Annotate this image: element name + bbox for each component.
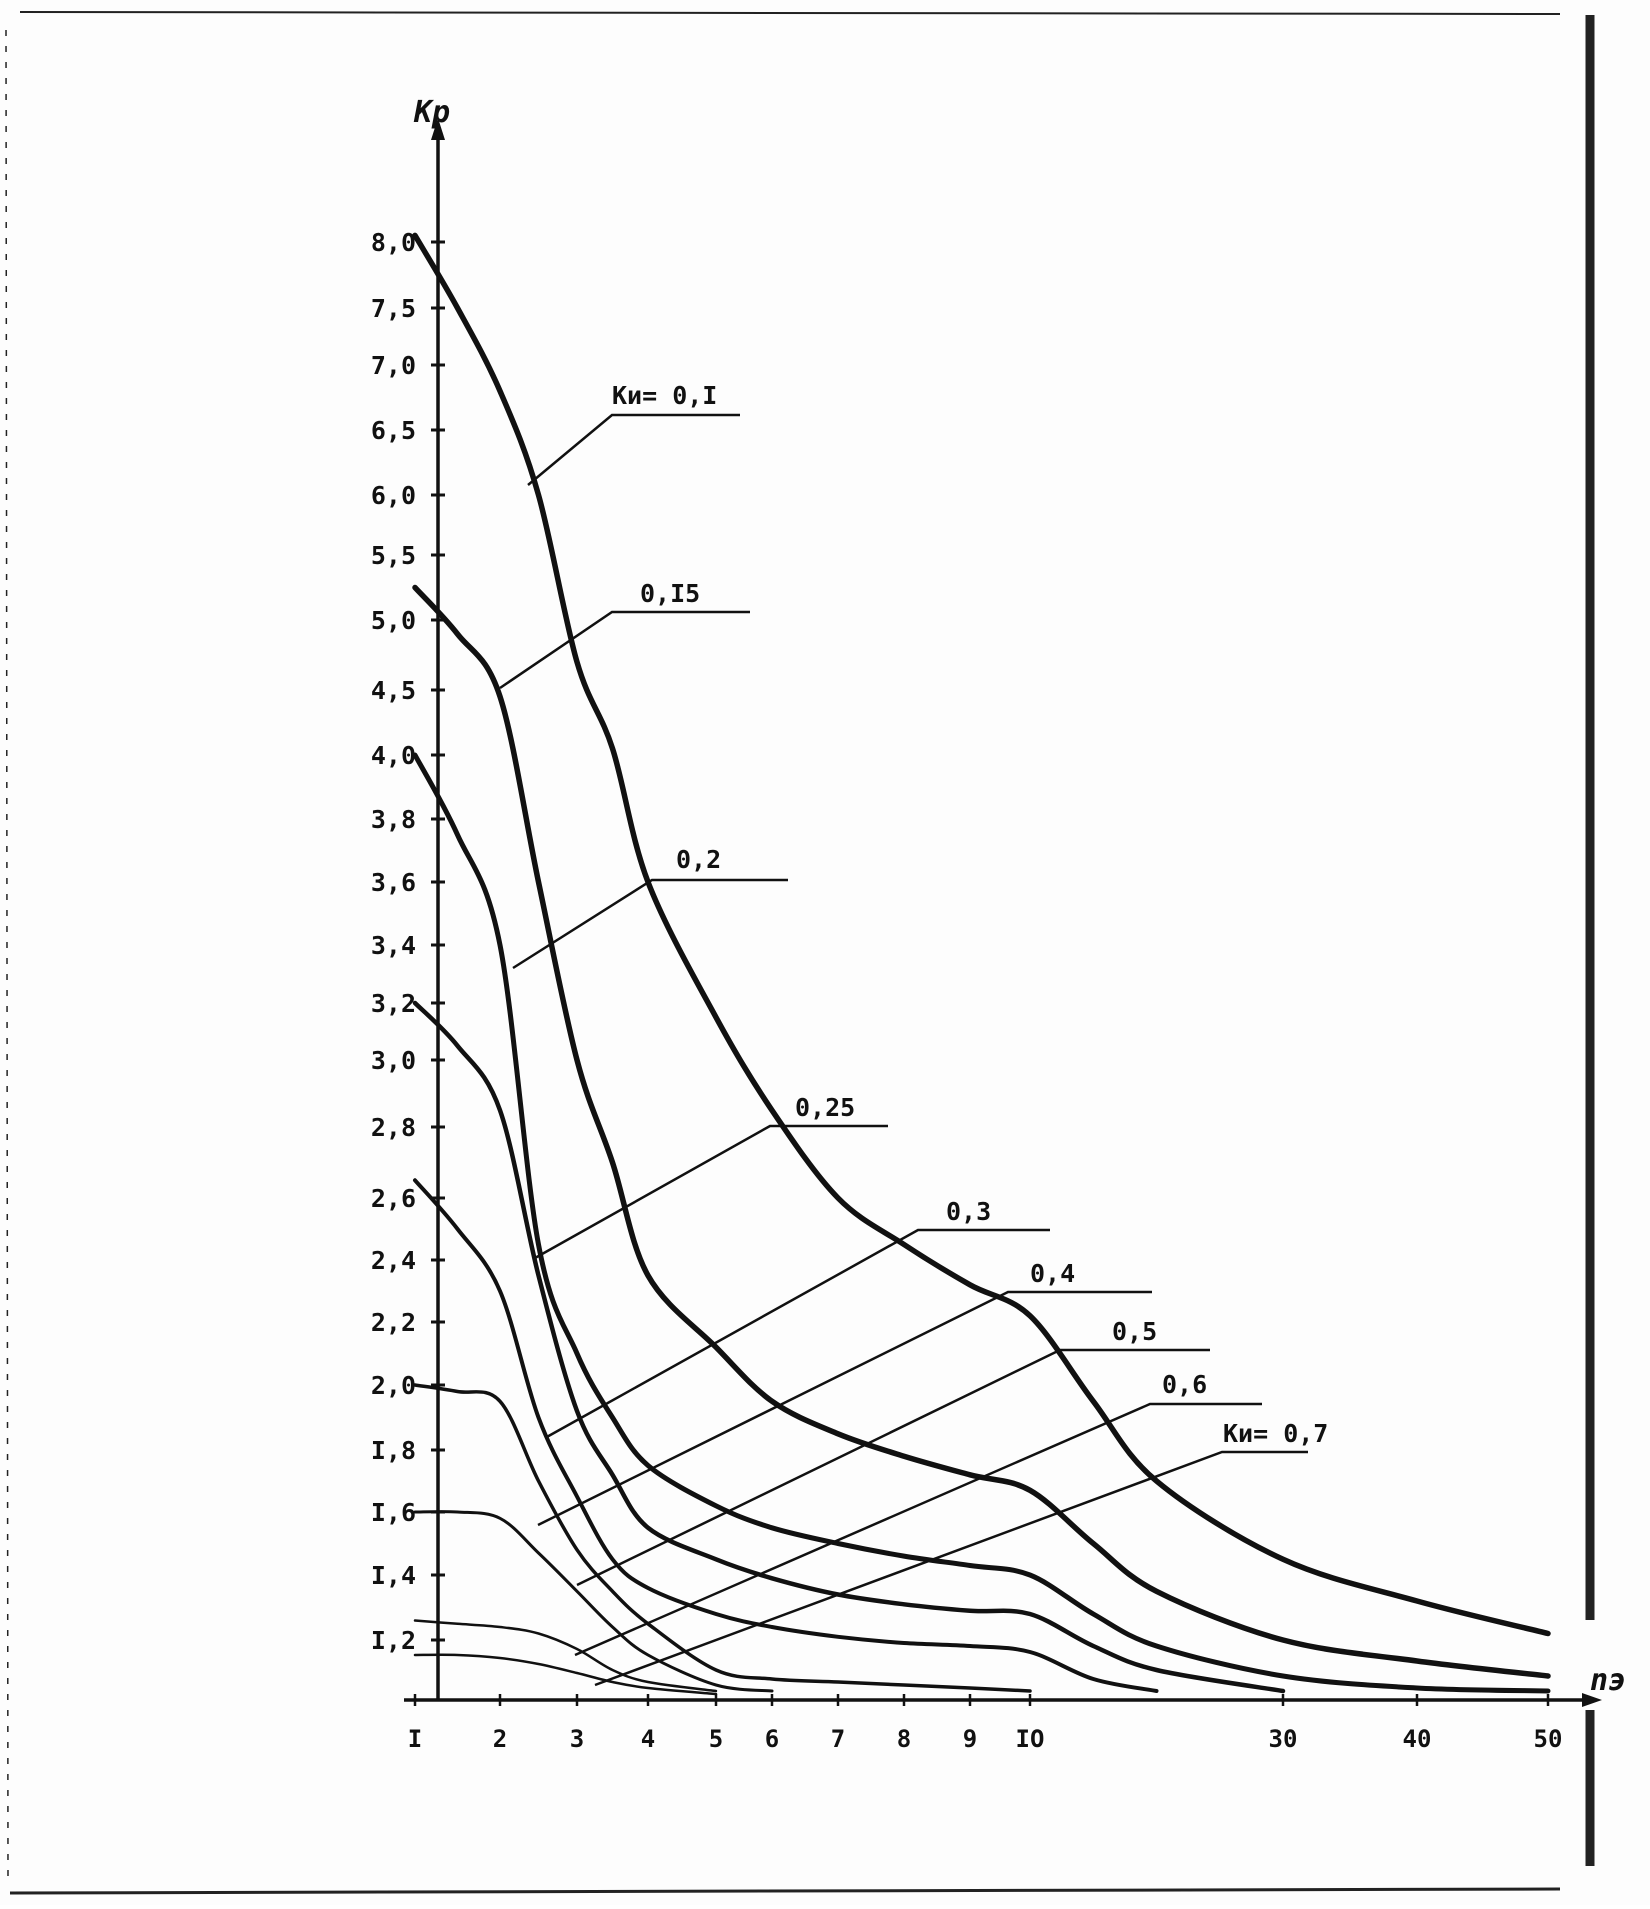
- y-tick-label: 2,2: [371, 1308, 416, 1337]
- y-tick-label: 2,0: [371, 1371, 416, 1400]
- series-line-4: [413, 1178, 1159, 1693]
- x-tick-label: 50: [1534, 1725, 1563, 1753]
- scan-bottom-edge: [9, 1887, 1561, 1895]
- series-leader-line: [544, 1228, 1050, 1440]
- series-line-2: [412, 752, 1551, 1694]
- y-tick-label: 4,0: [371, 741, 416, 770]
- y-tick-label: 3,6: [371, 868, 416, 897]
- series-curves: [412, 232, 1551, 1696]
- series-label: 0,25: [795, 1093, 855, 1122]
- y-tick-label: I,6: [371, 1498, 416, 1527]
- x-tick-label: 2: [493, 1725, 507, 1753]
- series-leader-line: [576, 1348, 1210, 1587]
- series-leader-line: [534, 1124, 888, 1260]
- x-tick-label: IO: [1016, 1725, 1045, 1753]
- y-tick-label: I,2: [371, 1626, 416, 1655]
- x-tick-label: 9: [963, 1725, 977, 1753]
- y-tick-label: 2,6: [371, 1184, 416, 1213]
- x-tick-label: 30: [1269, 1725, 1298, 1753]
- series-leader-line: [527, 413, 740, 486]
- x-tick-label: 8: [897, 1725, 911, 1753]
- series-leader-line: [594, 1450, 1308, 1687]
- y-tick-label: 6,0: [371, 481, 416, 510]
- series-line-8: [413, 1653, 718, 1696]
- series-label: 0,4: [1030, 1259, 1075, 1288]
- series-line-7: [413, 1619, 718, 1693]
- y-tick-label: 7,0: [371, 351, 416, 380]
- y-tick-label: 3,2: [371, 989, 416, 1018]
- scan-top-edge: [19, 11, 1561, 15]
- series-leader-line: [499, 610, 750, 690]
- y-tick-label: 6,5: [371, 416, 416, 445]
- x-tick-label: 3: [570, 1725, 584, 1753]
- y-tick-label: 8,0: [371, 228, 416, 257]
- axis-ticks: I,2 I,4 I,6 I,8 2,0 2,2 2,4 2,6 2,8 3,0 3,2 3,4 3,6 3…: [371, 228, 1563, 1753]
- series-label: 0,3: [946, 1197, 991, 1226]
- y-tick-label: I,8: [371, 1436, 416, 1465]
- y-tick-label: 2,8: [371, 1113, 416, 1142]
- series-labels: Kи= 0,I 0,I5 0,2 0,25 0,3 0,4 0,50,6 Kи= 0,7: [499, 381, 1328, 1687]
- series-label: 0,5: [1112, 1317, 1157, 1346]
- scan-left-edge: [5, 29, 9, 1881]
- y-tick-label: 3,4: [371, 931, 416, 960]
- y-tick-label: 5,5: [371, 541, 416, 570]
- y-tick-label: 3,8: [371, 805, 416, 834]
- series-leader-line: [512, 878, 788, 970]
- y-tick-label: 7,5: [371, 294, 416, 323]
- series-line-0: [412, 232, 1551, 1637]
- y-tick-label: 5,0: [371, 606, 416, 635]
- series-label: 0,I5: [640, 579, 700, 608]
- series-leader-line: [574, 1402, 1262, 1657]
- series-label: Kи= 0,7: [1223, 1419, 1328, 1448]
- y-axis-arrow: [431, 118, 445, 140]
- x-tick-label: 5: [709, 1725, 723, 1753]
- series-line-3: [412, 1000, 1286, 1694]
- series-leader-line: [537, 1290, 1152, 1527]
- x-tick-label: 7: [831, 1725, 845, 1753]
- y-axis-title: Kp: [413, 95, 450, 130]
- x-tick-label: I: [408, 1725, 422, 1753]
- y-tick-label: 4,5: [371, 676, 416, 705]
- x-tick-label: 40: [1403, 1725, 1432, 1753]
- series-line-6: [413, 1510, 774, 1693]
- y-tick-label: 3,0: [371, 1046, 416, 1075]
- series-label: 0,6: [1162, 1370, 1207, 1399]
- series-label: Kи= 0,I: [612, 381, 717, 410]
- x-axis-title: nэ: [1590, 1663, 1626, 1698]
- series-label: 0,2: [676, 845, 721, 874]
- x-tick-label: 4: [641, 1725, 655, 1753]
- x-tick-label: 6: [765, 1725, 779, 1753]
- y-tick-label: I,4: [371, 1561, 416, 1590]
- y-tick-label: 2,4: [371, 1246, 416, 1275]
- x-axis-arrow: [1582, 1693, 1602, 1707]
